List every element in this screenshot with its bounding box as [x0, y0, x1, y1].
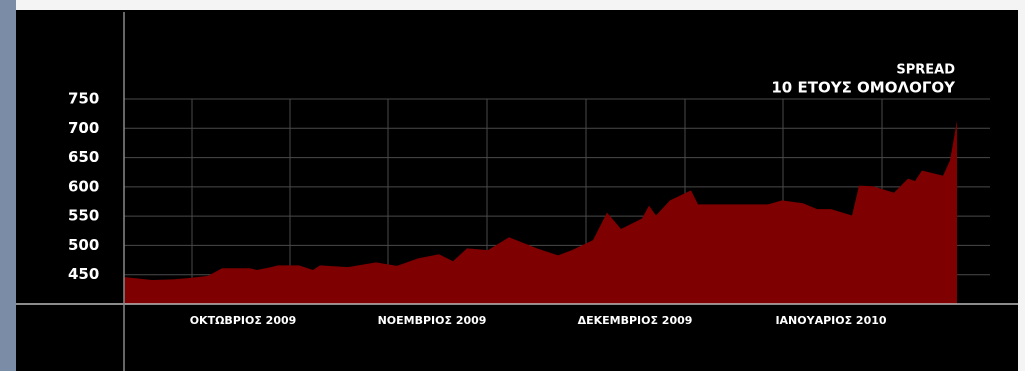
chart-panel: [16, 10, 1018, 371]
y-tick-label: 700: [68, 119, 99, 137]
y-tick-label: 450: [68, 265, 99, 283]
y-tick-label: 500: [68, 236, 99, 254]
y-tick-label: 600: [68, 177, 99, 195]
x-tick-label: ΟΚΤΩΒΡΙΟΣ 2009: [190, 314, 297, 327]
area: [124, 120, 957, 305]
x-tick-label: ΙΑΝΟΥΑΡΙΟΣ 2010: [775, 314, 886, 327]
y-tick-label: 650: [68, 148, 99, 166]
x-tick-label: ΝΟΕΜΒΡΙΟΣ 2009: [378, 314, 487, 327]
x-tick-label: ΔΕΚΕΜΒΡΙΟΣ 2009: [578, 314, 693, 327]
side-strip: [0, 0, 16, 371]
chart-title: SPREAD: [896, 63, 955, 78]
plot: [124, 98, 990, 305]
y-tick-label: 750: [68, 90, 99, 108]
chart-subtitle: 10 ΕΤΟΥΣ ΟΜΟΛΟΓΟΥ: [771, 79, 956, 97]
y-tick-label: 550: [68, 207, 99, 225]
